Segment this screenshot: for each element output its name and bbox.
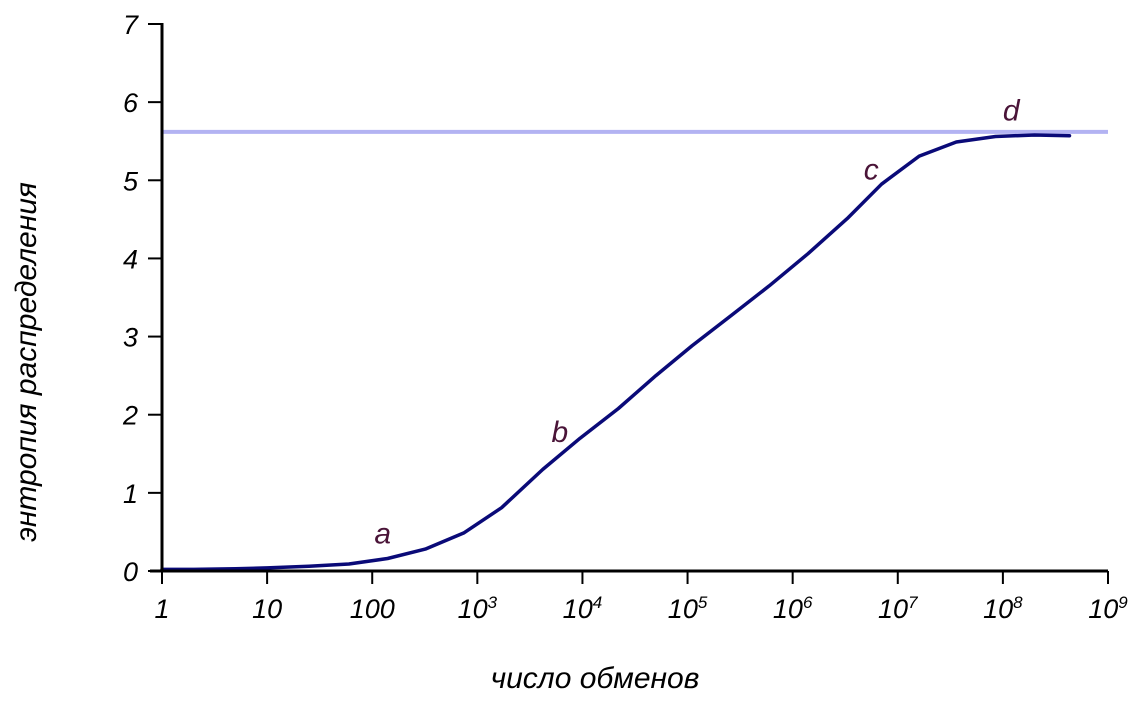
y-tick-label: 2	[122, 401, 138, 431]
y-tick-label: 4	[123, 244, 138, 274]
x-tick-exponent: 6	[803, 593, 813, 612]
x-tick-exponent: 4	[593, 593, 602, 612]
x-ticks: 1 10 100 103 104 105 106 107 108 109	[154, 571, 1128, 624]
y-tick-label: 6	[123, 88, 139, 118]
y-tick-label: 0	[123, 557, 138, 587]
x-tick-label: 104	[563, 593, 603, 624]
y-tick-label: 5	[123, 166, 139, 196]
y-tick-label: 3	[123, 323, 138, 353]
x-tick-label: 100	[350, 594, 395, 624]
x-tick-base: 10	[773, 594, 803, 624]
x-tick-base: 10	[252, 594, 282, 624]
y-tick-label: 7	[123, 10, 139, 40]
x-tick-label: 108	[983, 593, 1023, 624]
x-tick-exponent: 9	[1118, 593, 1128, 612]
x-tick-label: 107	[878, 593, 918, 624]
x-tick-label: 109	[1088, 593, 1128, 624]
annotation-c: c	[864, 153, 879, 186]
x-tick-base: 10	[563, 594, 593, 624]
x-tick-label: 10	[252, 594, 282, 624]
x-tick-label: 1	[154, 594, 169, 624]
x-tick-base: 1	[154, 594, 169, 624]
x-tick-base: 100	[350, 594, 395, 624]
x-tick-exponent: 5	[698, 593, 708, 612]
x-tick-exponent: 7	[908, 593, 918, 612]
x-tick-exponent: 3	[488, 593, 498, 612]
x-tick-label: 106	[773, 593, 813, 624]
x-tick-base: 10	[458, 594, 488, 624]
x-tick-exponent: 8	[1013, 593, 1023, 612]
x-tick-label: 105	[668, 593, 708, 624]
x-tick-base: 10	[878, 594, 908, 624]
y-ticks: 0 1 2 3 4 5 6 7	[122, 10, 162, 587]
annotation-b: b	[552, 416, 569, 449]
annotations: a b c d	[374, 95, 1020, 551]
annotation-a: a	[374, 517, 391, 550]
x-tick-label: 103	[458, 593, 498, 624]
x-tick-base: 10	[668, 594, 698, 624]
annotation-d: d	[1003, 95, 1021, 128]
y-tick-label: 1	[123, 479, 138, 509]
x-axis-title: число обменов	[491, 662, 700, 695]
x-tick-base: 10	[983, 594, 1013, 624]
entropy-series-line	[160, 133, 1072, 572]
y-axis-title: энтропия распределения	[10, 182, 43, 542]
x-tick-base: 10	[1088, 594, 1118, 624]
